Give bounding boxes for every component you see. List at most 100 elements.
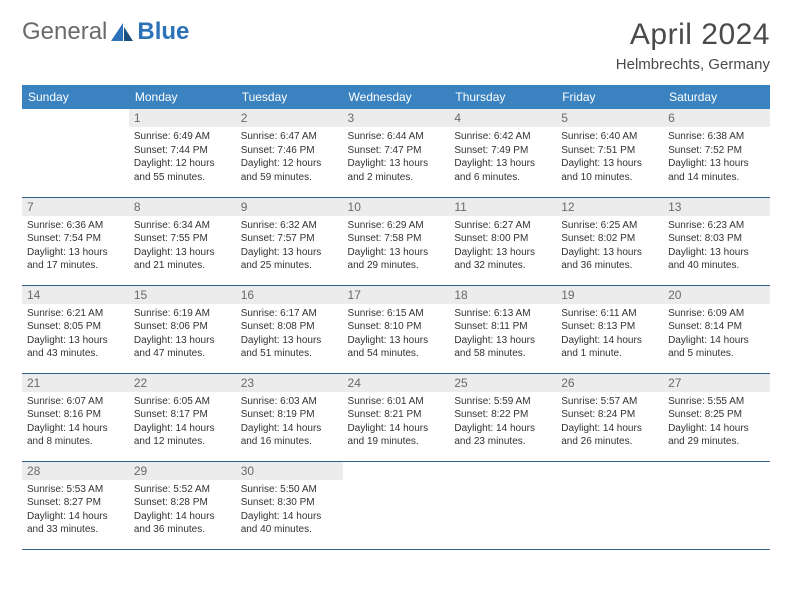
day-cell: 9Sunrise: 6:32 AMSunset: 7:57 PMDaylight… [236,197,343,285]
day-number: 20 [663,286,770,304]
day-number: 30 [236,462,343,480]
sunset-text: Sunset: 8:02 PM [561,232,658,246]
day-cell: 2Sunrise: 6:47 AMSunset: 7:46 PMDaylight… [236,109,343,197]
day-details: Sunrise: 6:21 AMSunset: 8:05 PMDaylight:… [22,304,129,365]
day-details: Sunrise: 6:36 AMSunset: 7:54 PMDaylight:… [22,216,129,277]
day-cell: 30Sunrise: 5:50 AMSunset: 8:30 PMDayligh… [236,461,343,549]
daylight-text: Daylight: 13 hours and 6 minutes. [454,157,551,184]
day-details: Sunrise: 6:13 AMSunset: 8:11 PMDaylight:… [449,304,556,365]
day-number: 5 [556,109,663,127]
daylight-text: Daylight: 13 hours and 58 minutes. [454,334,551,361]
sunset-text: Sunset: 7:55 PM [134,232,231,246]
daylight-text: Daylight: 14 hours and 8 minutes. [27,422,124,449]
day-cell: . [22,109,129,197]
day-cell: 27Sunrise: 5:55 AMSunset: 8:25 PMDayligh… [663,373,770,461]
sunset-text: Sunset: 8:27 PM [27,496,124,510]
sunset-text: Sunset: 7:52 PM [668,144,765,158]
header: General Blue April 2024 Helmbrechts, Ger… [22,18,770,73]
daylight-text: Daylight: 14 hours and 29 minutes. [668,422,765,449]
sunset-text: Sunset: 8:08 PM [241,320,338,334]
brand-logo: General Blue [22,18,189,46]
sunrise-text: Sunrise: 6:17 AM [241,307,338,321]
day-number: 15 [129,286,236,304]
day-cell: 17Sunrise: 6:15 AMSunset: 8:10 PMDayligh… [343,285,450,373]
sunrise-text: Sunrise: 6:15 AM [348,307,445,321]
day-cell: 23Sunrise: 6:03 AMSunset: 8:19 PMDayligh… [236,373,343,461]
sunrise-text: Sunrise: 5:59 AM [454,395,551,409]
sunrise-text: Sunrise: 6:03 AM [241,395,338,409]
daylight-text: Daylight: 14 hours and 16 minutes. [241,422,338,449]
day-number: 28 [22,462,129,480]
sunrise-text: Sunrise: 6:25 AM [561,219,658,233]
sunset-text: Sunset: 8:21 PM [348,408,445,422]
dow-wednesday: Wednesday [343,85,450,109]
sunrise-text: Sunrise: 6:21 AM [27,307,124,321]
sunset-text: Sunset: 7:54 PM [27,232,124,246]
sunrise-text: Sunrise: 6:40 AM [561,130,658,144]
day-number: 22 [129,374,236,392]
day-cell: 6Sunrise: 6:38 AMSunset: 7:52 PMDaylight… [663,109,770,197]
brand-part2: Blue [137,18,189,46]
day-number: 17 [343,286,450,304]
day-number: 14 [22,286,129,304]
sunrise-text: Sunrise: 5:53 AM [27,483,124,497]
sunset-text: Sunset: 8:06 PM [134,320,231,334]
day-details: Sunrise: 6:19 AMSunset: 8:06 PMDaylight:… [129,304,236,365]
day-cell: 20Sunrise: 6:09 AMSunset: 8:14 PMDayligh… [663,285,770,373]
sail-icon [109,21,135,43]
sunset-text: Sunset: 8:10 PM [348,320,445,334]
sunrise-text: Sunrise: 6:13 AM [454,307,551,321]
sunset-text: Sunset: 8:19 PM [241,408,338,422]
day-cell: 16Sunrise: 6:17 AMSunset: 8:08 PMDayligh… [236,285,343,373]
sunrise-text: Sunrise: 6:19 AM [134,307,231,321]
day-details: Sunrise: 5:53 AMSunset: 8:27 PMDaylight:… [22,480,129,541]
day-cell: 7Sunrise: 6:36 AMSunset: 7:54 PMDaylight… [22,197,129,285]
day-details: Sunrise: 5:52 AMSunset: 8:28 PMDaylight:… [129,480,236,541]
dow-monday: Monday [129,85,236,109]
sunset-text: Sunset: 8:13 PM [561,320,658,334]
day-cell: 15Sunrise: 6:19 AMSunset: 8:06 PMDayligh… [129,285,236,373]
sunrise-text: Sunrise: 6:47 AM [241,130,338,144]
sunset-text: Sunset: 7:47 PM [348,144,445,158]
sunrise-text: Sunrise: 6:01 AM [348,395,445,409]
day-number: 1 [129,109,236,127]
day-cell: 3Sunrise: 6:44 AMSunset: 7:47 PMDaylight… [343,109,450,197]
daylight-text: Daylight: 14 hours and 23 minutes. [454,422,551,449]
day-number: 9 [236,198,343,216]
day-number: 16 [236,286,343,304]
sunrise-text: Sunrise: 6:11 AM [561,307,658,321]
daylight-text: Daylight: 13 hours and 32 minutes. [454,246,551,273]
day-number: 11 [449,198,556,216]
daylight-text: Daylight: 13 hours and 25 minutes. [241,246,338,273]
sunrise-text: Sunrise: 5:52 AM [134,483,231,497]
day-details: Sunrise: 6:29 AMSunset: 7:58 PMDaylight:… [343,216,450,277]
sunset-text: Sunset: 8:30 PM [241,496,338,510]
month-title: April 2024 [616,18,770,52]
daylight-text: Daylight: 14 hours and 36 minutes. [134,510,231,537]
sunrise-text: Sunrise: 6:27 AM [454,219,551,233]
sunrise-text: Sunrise: 6:44 AM [348,130,445,144]
daylight-text: Daylight: 13 hours and 21 minutes. [134,246,231,273]
daylight-text: Daylight: 14 hours and 12 minutes. [134,422,231,449]
sunrise-text: Sunrise: 5:55 AM [668,395,765,409]
day-cell: 18Sunrise: 6:13 AMSunset: 8:11 PMDayligh… [449,285,556,373]
dow-tuesday: Tuesday [236,85,343,109]
sunrise-text: Sunrise: 6:09 AM [668,307,765,321]
sunset-text: Sunset: 8:17 PM [134,408,231,422]
sunset-text: Sunset: 8:03 PM [668,232,765,246]
sunset-text: Sunset: 7:49 PM [454,144,551,158]
day-cell: 28Sunrise: 5:53 AMSunset: 8:27 PMDayligh… [22,461,129,549]
daylight-text: Daylight: 13 hours and 51 minutes. [241,334,338,361]
sunset-text: Sunset: 8:11 PM [454,320,551,334]
day-number: 21 [22,374,129,392]
brand-part1: General [22,18,107,46]
daylight-text: Daylight: 14 hours and 5 minutes. [668,334,765,361]
day-cell: 11Sunrise: 6:27 AMSunset: 8:00 PMDayligh… [449,197,556,285]
sunrise-text: Sunrise: 5:50 AM [241,483,338,497]
day-cell: 8Sunrise: 6:34 AMSunset: 7:55 PMDaylight… [129,197,236,285]
day-details: Sunrise: 6:17 AMSunset: 8:08 PMDaylight:… [236,304,343,365]
sunset-text: Sunset: 8:25 PM [668,408,765,422]
day-number: 25 [449,374,556,392]
daylight-text: Daylight: 13 hours and 47 minutes. [134,334,231,361]
day-details: Sunrise: 6:34 AMSunset: 7:55 PMDaylight:… [129,216,236,277]
